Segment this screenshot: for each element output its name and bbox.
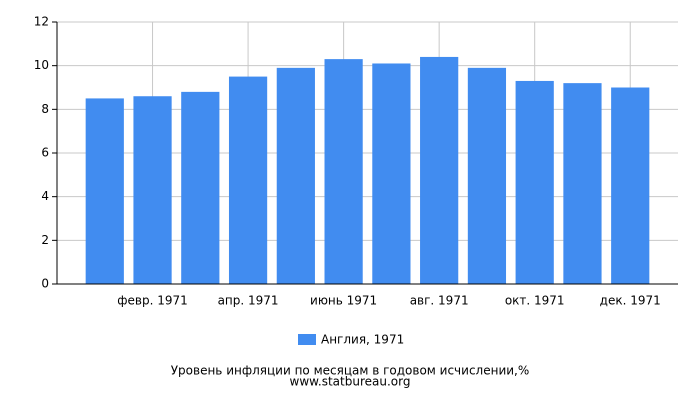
bar [372, 63, 411, 284]
bar [420, 56, 459, 284]
legend-swatch [298, 334, 316, 345]
bar [611, 87, 650, 284]
x-tick-label: авг. 1971 [410, 294, 469, 308]
y-tick-label: 4 [41, 189, 49, 203]
bar [276, 67, 315, 284]
y-tick-label: 8 [41, 102, 49, 116]
bar [324, 59, 363, 284]
x-tick-label: дек. 1971 [600, 294, 661, 308]
x-tick-label: окт. 1971 [505, 294, 565, 308]
legend-label: Англия, 1971 [321, 333, 404, 347]
x-tick-label: апр. 1971 [218, 294, 279, 308]
y-tick-label: 0 [41, 277, 49, 291]
bar [133, 96, 172, 284]
x-tick-label: февр. 1971 [117, 294, 188, 308]
y-tick-label: 2 [41, 233, 49, 247]
bar [181, 91, 220, 284]
y-tick-label: 10 [34, 58, 49, 72]
y-tick-label: 12 [34, 15, 49, 29]
bar [515, 80, 554, 284]
bar [563, 83, 602, 284]
bar [85, 98, 124, 285]
bar [228, 76, 268, 284]
x-tick-label: июнь 1971 [310, 294, 377, 308]
y-tick-label: 6 [41, 146, 49, 160]
chart-title: Уровень инфляции по месяцам в годовом ис… [171, 364, 530, 378]
chart-subtitle: www.statbureau.org [290, 375, 411, 389]
bar [467, 67, 507, 284]
